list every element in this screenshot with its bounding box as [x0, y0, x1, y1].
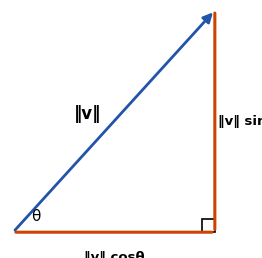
Text: ‖v‖ sinθ: ‖v‖ sinθ [217, 115, 262, 128]
Text: ‖v‖ cosθ: ‖v‖ cosθ [84, 252, 144, 258]
Text: θ: θ [31, 209, 41, 224]
Bar [202, 219, 215, 232]
Text: ‖v‖: ‖v‖ [74, 104, 101, 123]
